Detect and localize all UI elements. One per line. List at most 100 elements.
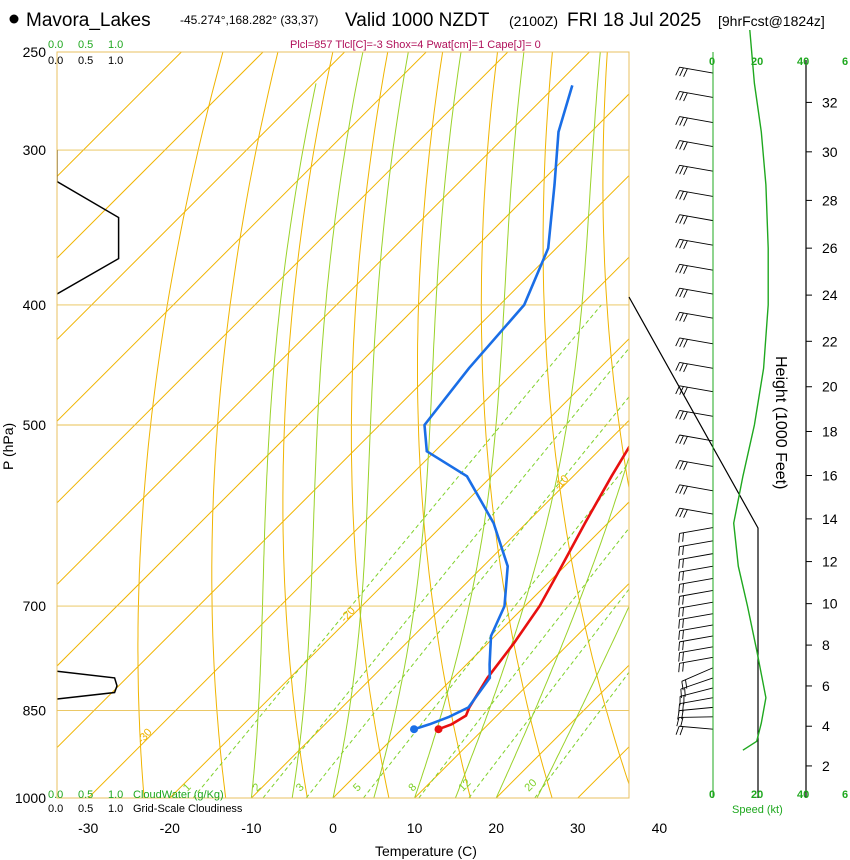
wind-barb-flag <box>679 410 684 420</box>
dewpoint-surface-marker <box>410 725 419 734</box>
wind-panel-boundary <box>628 296 759 798</box>
height-tick-12: 12 <box>822 554 838 570</box>
wind-barb-flag <box>682 651 684 661</box>
mixing-ratio-8 <box>418 527 629 798</box>
height-tick-20: 20 <box>822 379 838 395</box>
height-tick-22: 22 <box>822 333 838 349</box>
cloudwater-tick-bottom-1: 1.0 <box>108 789 123 801</box>
plot-frame <box>56 51 630 799</box>
moist-adiabat-15 <box>454 52 601 798</box>
pressure-tick-700: 700 <box>23 598 47 614</box>
temperature-tick--20: -20 <box>160 820 180 836</box>
height-tick-32: 32 <box>822 94 838 110</box>
speed-tick-bottom-40: 40 <box>797 789 809 801</box>
mixing-ratio-label-5: 5 <box>351 781 364 794</box>
wind-barb <box>679 590 714 597</box>
wind-barb-flag <box>680 717 684 727</box>
wind-barb <box>679 238 714 246</box>
wind-barb <box>679 434 714 442</box>
wind-barb-flag <box>675 726 680 735</box>
valid-time: Valid 1000 NZDT <box>345 10 490 31</box>
forecast-date: FRI 18 Jul 2025 <box>567 10 701 31</box>
wind-barb-flag <box>682 558 684 568</box>
wind-barb-flag <box>675 264 680 273</box>
cloudwater-tick-bottom-05: 0.5 <box>78 789 93 801</box>
wind-barb-flag <box>679 461 684 470</box>
in-chart-label: -30 <box>135 726 155 746</box>
temperature-axis-label: Temperature (C) <box>375 843 477 859</box>
wind-speed-line <box>732 29 769 751</box>
wind-barb-flag <box>675 67 680 76</box>
wind-barb <box>680 677 714 690</box>
dry-adiabat-320 <box>602 52 629 491</box>
moist-adiabat-lines <box>250 52 629 798</box>
wind-barb-flag <box>679 67 684 77</box>
wind-barb-flag <box>675 460 680 469</box>
height-tick-30: 30 <box>822 144 838 160</box>
speed-tick-top-40: 40 <box>797 56 809 68</box>
cloudwater-tick-top-05: 0.5 <box>78 39 93 51</box>
temperature-line <box>438 444 629 731</box>
temperature-tick-0: 0 <box>329 820 337 836</box>
wind-barb-flag <box>683 191 688 201</box>
wind-barb-flag <box>683 486 688 495</box>
wind-barb-flag <box>675 410 680 419</box>
cloudiness-tick-bottom-1: 1.0 <box>108 803 123 815</box>
wind-barb-flag <box>679 508 684 518</box>
height-tick-16: 16 <box>822 468 838 484</box>
wind-barb-flag <box>682 583 684 593</box>
station-coords: -45.274°,168.282° (33,37) <box>180 13 318 27</box>
wind-barb-flag <box>683 289 688 298</box>
wind-barb-flag <box>682 532 684 542</box>
in-chart-label: -20 <box>338 605 358 625</box>
wind-barb-flag <box>675 287 680 297</box>
pressure-tick-300: 300 <box>23 142 47 158</box>
cloudiness-tick-bottom-05: 0.5 <box>78 803 93 815</box>
dry-adiabat-250 <box>137 52 224 798</box>
mixing-ratio-label-20: 20 <box>522 777 539 794</box>
wind-barb-flag <box>678 546 680 556</box>
wind-barb <box>679 646 714 654</box>
temperature-surface-marker <box>434 725 443 734</box>
wind-barb-flag <box>678 641 680 651</box>
wind-barb-flag <box>676 717 680 727</box>
wind-barb-flag <box>679 726 684 736</box>
dry-adiabat-300 <box>480 52 553 798</box>
dry-adiabat-260 <box>211 52 279 798</box>
wind-barb-flag <box>678 630 680 640</box>
isotherm--30 <box>87 256 629 798</box>
wind-barb-flag <box>683 265 688 275</box>
wind-barb-flag <box>682 595 684 605</box>
wind-barb <box>679 601 714 609</box>
wind-barb <box>679 706 714 712</box>
wind-barb-flag <box>678 533 680 543</box>
wind-barb <box>679 66 714 74</box>
station-marker <box>9 14 19 24</box>
moist-adiabat-20 <box>495 455 629 798</box>
station-name: Mavora_Lakes <box>26 10 151 31</box>
wind-barb <box>679 263 714 271</box>
temperature-tick-40: 40 <box>652 820 668 836</box>
wind-barb <box>679 565 714 573</box>
temperature-tick-30: 30 <box>570 820 586 836</box>
wind-barb-flag <box>678 663 680 673</box>
height-tick-2: 2 <box>822 758 830 774</box>
wind-barb-flag <box>677 710 680 720</box>
moist-adiabat--5 <box>291 52 364 798</box>
wind-barb-flag <box>678 559 680 569</box>
wind-barb-flag <box>683 386 688 396</box>
wind-barb-flag <box>678 572 680 582</box>
wind-barb <box>679 484 714 492</box>
wind-barb-flag <box>675 507 680 517</box>
wind-barb-flag <box>675 362 680 371</box>
speed-tick-top-0: 0 <box>709 56 715 68</box>
isotherm-10 <box>413 582 629 798</box>
mixing-ratio-5 <box>363 461 629 798</box>
moist-adiabat-25 <box>536 605 629 798</box>
wind-barb <box>679 91 714 98</box>
wind-barb-flag <box>683 339 688 348</box>
wind-barb-flag <box>683 411 688 421</box>
wind-barb-flag <box>679 312 684 322</box>
wind-barb-flag <box>675 434 680 444</box>
